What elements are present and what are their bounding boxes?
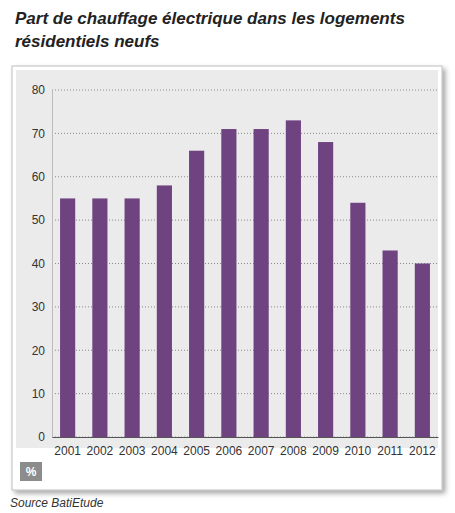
y-tick: 20 [32,344,52,358]
grid [52,90,438,437]
bar [221,129,236,437]
y-tick: 50 [32,213,52,227]
bar [415,264,430,438]
y-tick-label: 20 [32,344,46,358]
x-tick-label: 2010 [345,444,372,458]
bar [383,250,398,437]
bar [189,151,204,437]
y-tick-label: 40 [32,257,46,271]
y-tick: 40 [32,257,52,271]
x-tick-label: 2001 [54,444,81,458]
grid-line [52,133,438,134]
y-tick-label: 50 [32,213,46,227]
x-tick-label: 2005 [183,444,210,458]
bars [60,120,430,437]
panel [12,66,442,490]
x-tick-label: 2007 [248,444,275,458]
x-tick: 2012 [409,437,436,458]
x-tick-label: 2008 [280,444,307,458]
grid-line [52,350,438,351]
x-tick-label: 2004 [151,444,178,458]
bar [318,142,333,437]
x-tick: 2010 [345,437,372,458]
x-tick: 2007 [248,437,275,458]
y-tick: 30 [32,300,52,314]
y-tick: 0 [38,430,52,444]
chart: Part de chauffage électrique dans les lo… [0,0,455,513]
bar [350,203,365,437]
x-tick-label: 2009 [312,444,339,458]
grid-line [52,393,438,394]
x-tick: 2003 [119,437,146,458]
grid-line [52,437,438,438]
bar [157,185,172,437]
y-tick-label: 70 [32,127,46,141]
y-tick-label: 60 [32,170,46,184]
y-tick: 60 [32,170,52,184]
x-tick-label: 2011 [377,444,403,458]
bar [60,198,75,437]
x-tick: 2004 [151,437,178,458]
title: Part de chauffage électrique dans les lo… [15,9,405,51]
x-tick: 2006 [216,437,243,458]
x-axis: 2001 2002 2003 2004 2005 2006 2007 2008 2009 2010… [53,437,439,458]
y-tick-label: 80 [32,83,46,97]
x-tick-label: 2003 [119,444,146,458]
x-tick: 2001 [54,437,81,458]
plot-background [16,70,438,448]
x-tick: 2005 [183,437,210,458]
y-tick-label: 10 [32,387,46,401]
grid-line [52,263,438,264]
x-tick-label: 2012 [409,444,436,458]
x-tick: 2011 [377,437,403,458]
source: Source BatiEtude [10,496,104,510]
y-tick: 10 [32,387,52,401]
grid-line [52,306,438,307]
unit-box [20,462,42,481]
bar [286,120,301,437]
title-line: Part de chauffage électrique dans les lo… [15,9,405,28]
y-label: % [26,465,37,479]
x-tick: 2002 [87,437,114,458]
x-tick-label: 2006 [216,444,243,458]
y-tick: 70 [32,127,52,141]
grid-line [52,220,438,221]
x-tick: 2009 [312,437,339,458]
bar [125,198,140,437]
y-axis-line [52,91,53,438]
title-line: résidentiels neufs [15,32,160,51]
y-tick: 80 [32,83,52,97]
x-axis-line [53,437,439,438]
x-tick: 2008 [280,437,307,458]
bar [92,198,107,437]
grid-line [52,90,438,91]
y-tick-label: 30 [32,300,46,314]
bar [254,129,269,437]
grid-line [52,176,438,177]
x-tick-label: 2002 [87,444,114,458]
y-axis: 0 10 20 30 40 50 60 70 80 [32,83,53,444]
y-tick-label: 0 [38,430,45,444]
